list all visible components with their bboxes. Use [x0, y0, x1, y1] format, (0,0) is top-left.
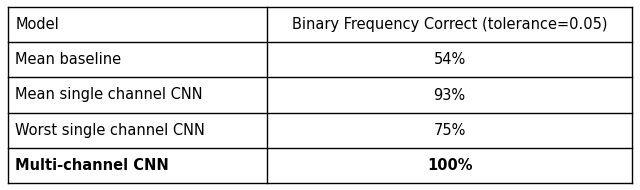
- Text: 93%: 93%: [433, 88, 466, 102]
- Text: Binary Frequency Correct (tolerance=0.05): Binary Frequency Correct (tolerance=0.05…: [292, 17, 607, 32]
- Text: Worst single channel CNN: Worst single channel CNN: [15, 123, 205, 138]
- Text: Mean single channel CNN: Mean single channel CNN: [15, 88, 203, 102]
- Text: Model: Model: [15, 17, 60, 32]
- Text: 100%: 100%: [427, 158, 472, 173]
- Text: Mean baseline: Mean baseline: [15, 52, 122, 67]
- Text: 75%: 75%: [433, 123, 466, 138]
- Text: Multi-channel CNN: Multi-channel CNN: [15, 158, 169, 173]
- Text: 54%: 54%: [433, 52, 466, 67]
